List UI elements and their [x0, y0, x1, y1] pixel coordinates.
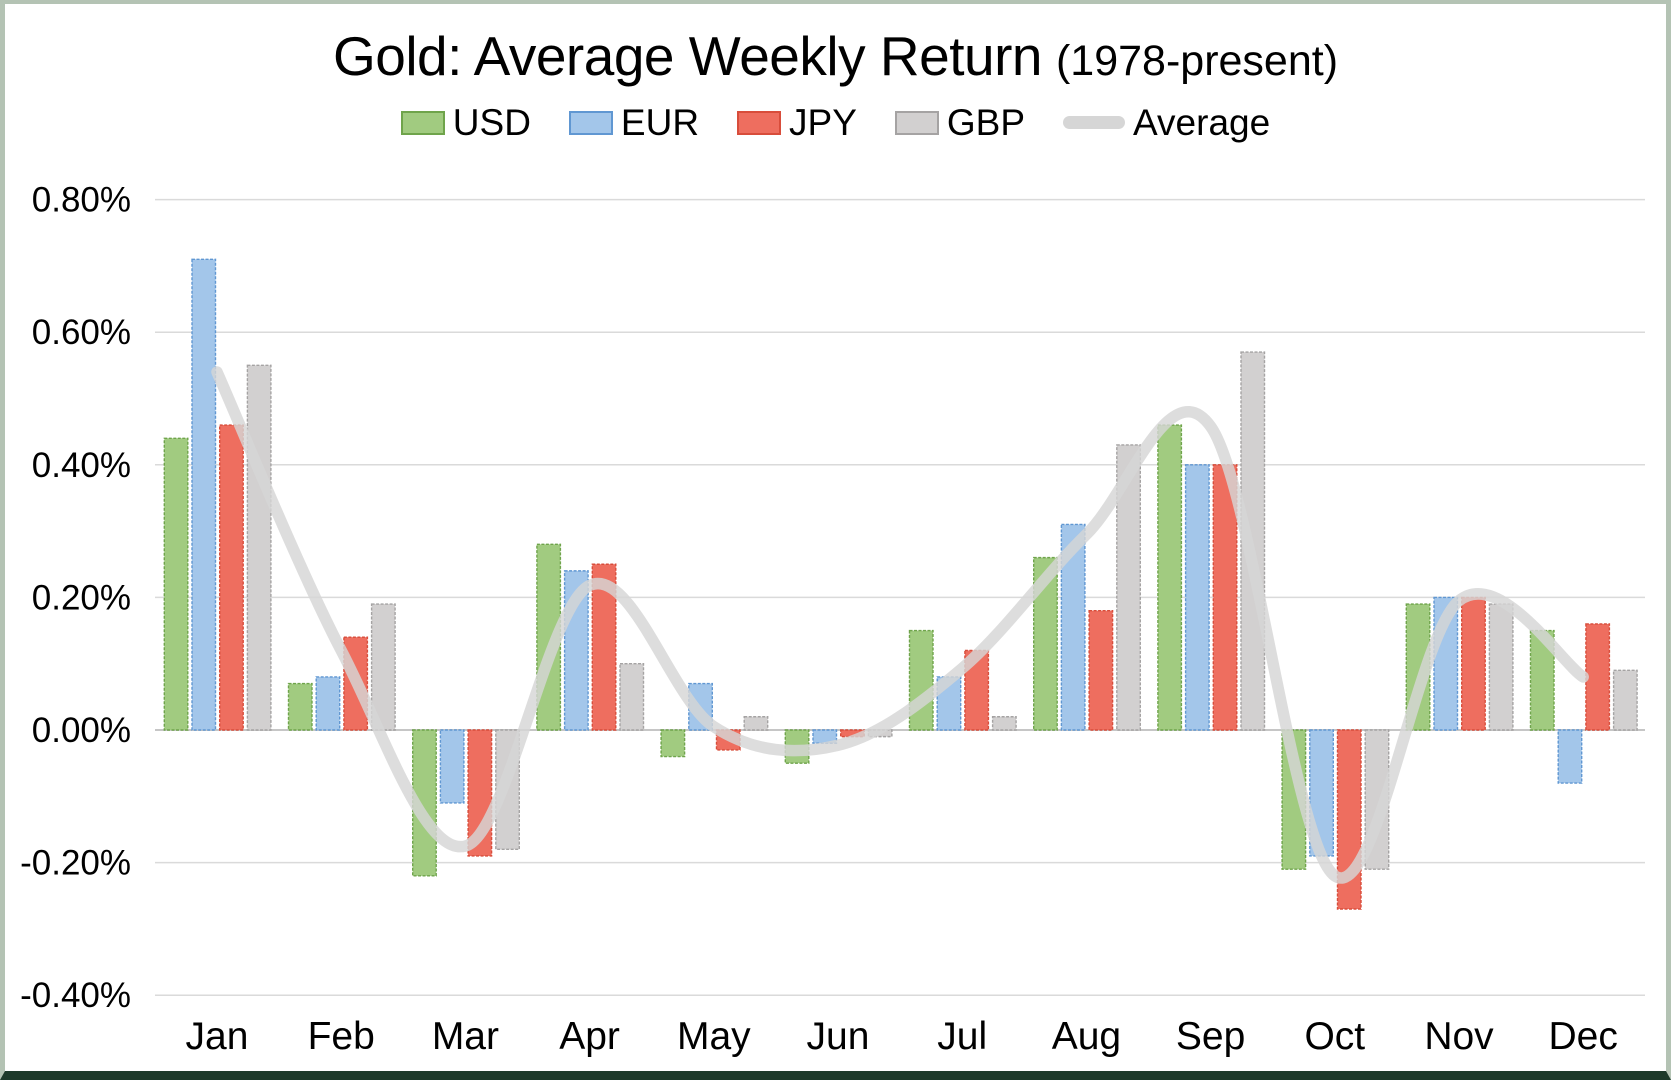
bar-usd-jan	[163, 437, 189, 731]
bar-jpy-dec	[1585, 623, 1611, 731]
bar-gbp-aug	[1116, 444, 1142, 731]
y-tick-label: -0.20%	[20, 844, 131, 883]
y-tick-labels: 0.80% 0.60% 0.40% 0.20% 0.00% -0.20% -0.40%	[20, 181, 131, 1016]
bar-gbp-feb	[370, 603, 396, 731]
x-tick-label: Jul	[937, 1015, 987, 1058]
legend-label-usd: USD	[452, 102, 531, 143]
y-tick-label: -0.40%	[20, 976, 131, 1015]
x-tick-label: Jun	[807, 1015, 870, 1058]
legend-item-average: Average	[1063, 104, 1270, 141]
y-tick-label: 0.20%	[32, 578, 131, 617]
usd-swatch-icon	[400, 110, 445, 135]
y-tick-label: 0.40%	[32, 446, 131, 485]
bar-jpy-apr	[591, 563, 617, 731]
x-tick-label: Sep	[1176, 1015, 1245, 1058]
x-tick-label: Apr	[559, 1015, 620, 1058]
bar-gbp-apr	[619, 663, 645, 731]
jpy-swatch-icon	[737, 110, 782, 135]
eur-swatch-icon	[568, 110, 613, 135]
bar-jpy-aug	[1088, 609, 1114, 731]
legend-item-usd: USD	[400, 102, 531, 143]
legend-label-average: Average	[1133, 102, 1271, 143]
bar-eur-feb	[315, 676, 341, 731]
bar-eur-sep	[1184, 464, 1210, 731]
legend-label-jpy: JPY	[789, 102, 857, 143]
bar-eur-mar	[439, 729, 465, 804]
gbp-swatch-icon	[894, 110, 939, 135]
bar-eur-jan	[191, 258, 217, 731]
y-gridlines	[155, 198, 1645, 996]
legend-item-jpy: JPY	[737, 104, 857, 141]
x-tick-label: May	[677, 1015, 751, 1058]
x-tick-label: Nov	[1424, 1015, 1494, 1058]
legend-label-eur: EUR	[620, 102, 700, 143]
y-tick-label: 0.00%	[32, 711, 131, 750]
bar-usd-sep	[1157, 424, 1183, 731]
bar-gbp-nov	[1488, 603, 1514, 731]
bar-usd-may	[660, 729, 686, 758]
bar-gbp-jan	[246, 364, 272, 731]
x-tick-label: Feb	[308, 1015, 375, 1058]
y-tick-label: 0.60%	[32, 313, 131, 352]
bar-usd-feb	[287, 682, 313, 731]
x-tick-label: Mar	[432, 1015, 499, 1058]
bar-eur-aug	[1060, 523, 1086, 731]
x-tick-label: Jan	[186, 1015, 249, 1058]
x-tick-label: Dec	[1549, 1015, 1618, 1058]
legend-item-gbp: GBP	[894, 102, 1026, 143]
average-line	[211, 366, 1589, 884]
legend-item-eur: EUR	[568, 102, 700, 143]
chart-title-main: Gold: Average Weekly Return	[332, 25, 1043, 87]
chart-legend: USD EUR JPY GBP Average	[5, 104, 1666, 141]
bar-usd-jul	[908, 629, 934, 731]
legend-label-gbp: GBP	[946, 102, 1026, 143]
bar-gbp-dec	[1612, 669, 1638, 731]
bar-jpy-nov	[1460, 596, 1486, 731]
plot-area: 0.80% 0.60% 0.40% 0.20% 0.00% -0.20% -0.40% Jan…	[20, 181, 1645, 1058]
chart-title-suffix: (1978-present)	[1055, 37, 1339, 85]
bar-usd-aug	[1032, 556, 1058, 731]
y-tick-label: 0.80%	[32, 181, 131, 220]
x-tick-label: Oct	[1304, 1015, 1365, 1058]
chart-title: Gold: Average Weekly Return (1978-present…	[5, 24, 1666, 88]
bar-gbp-may	[743, 716, 769, 731]
bar-gbp-jul	[991, 716, 1017, 731]
x-tick-label: Aug	[1052, 1015, 1121, 1058]
average-line-swatch-icon	[1063, 116, 1126, 129]
x-tick-labels: Jan Feb Mar Apr May Jun Jul Aug Sep Oct Nov Dec	[186, 1015, 1618, 1058]
bar-jpy-jan	[218, 424, 244, 731]
bar-eur-jun	[812, 729, 838, 744]
bar-eur-dec	[1557, 729, 1583, 784]
